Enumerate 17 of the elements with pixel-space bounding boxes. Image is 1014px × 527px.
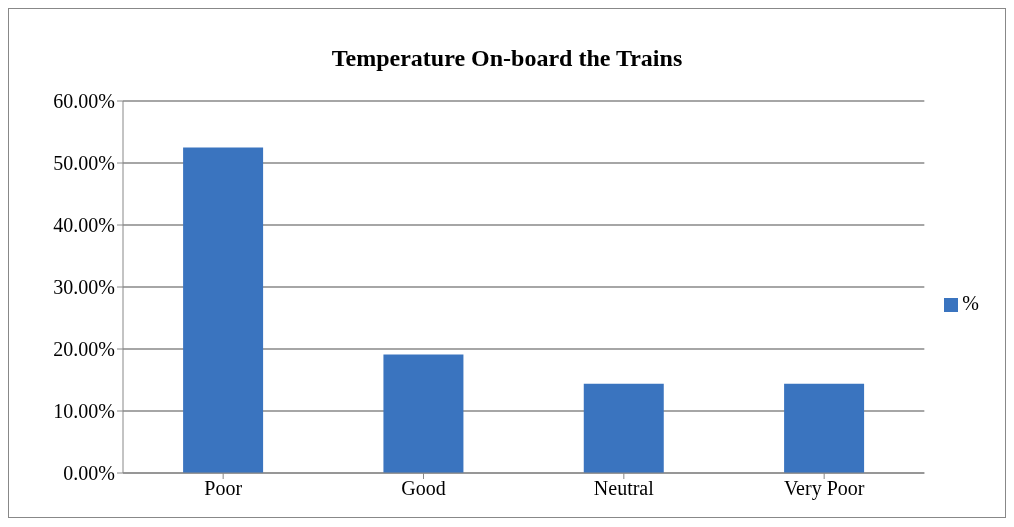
y-tick-label: 40.00%	[53, 214, 115, 237]
y-tick-label: 0.00%	[63, 462, 115, 485]
y-tick-label: 30.00%	[53, 276, 115, 299]
y-tick-label: 50.00%	[53, 152, 115, 175]
y-tick-label: 10.00%	[53, 400, 115, 423]
x-tick-label: Very Poor	[783, 477, 865, 501]
bar	[784, 383, 865, 473]
bar	[183, 147, 264, 473]
chart-title: Temperature On-board the Trains	[330, 45, 684, 72]
x-tick-label: Good	[401, 477, 446, 500]
y-tick-label: 20.00%	[53, 338, 115, 361]
x-tick-label: Poor	[204, 477, 243, 500]
bar	[383, 354, 464, 473]
bar	[583, 383, 664, 473]
y-tick-label: 60.00%	[53, 90, 115, 113]
legend-label: %	[962, 291, 979, 314]
x-tick-label: Neutral	[593, 477, 655, 500]
